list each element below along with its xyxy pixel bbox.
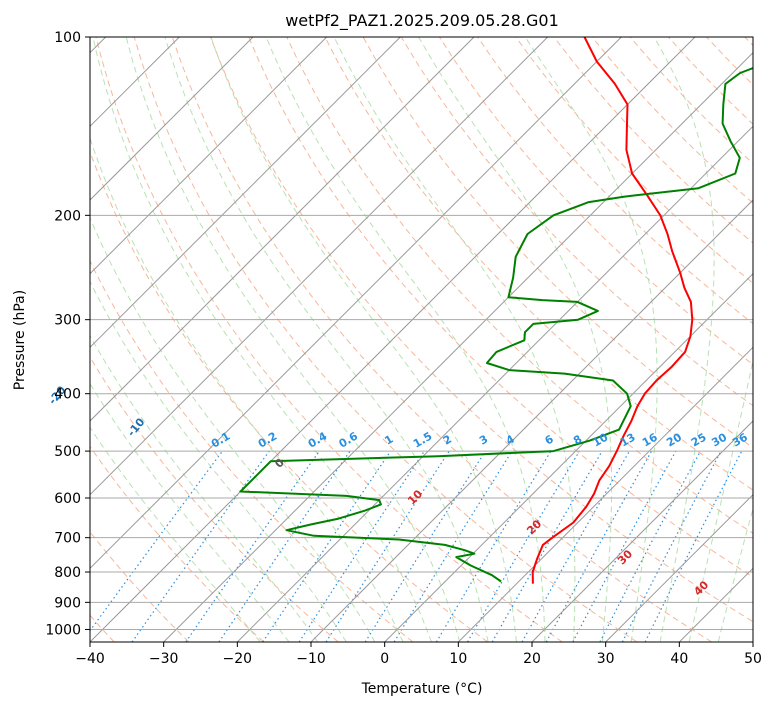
isotherm [90, 37, 475, 422]
moist-adiabat [92, 37, 432, 642]
mixing-ratio-line [185, 450, 320, 642]
moist-adiabat [90, 136, 404, 642]
x-tick-label: 20 [523, 651, 541, 667]
mixing-ratio-line [218, 450, 351, 642]
isotherm [531, 420, 753, 642]
y-tick-label: 600 [54, 491, 81, 507]
moist-adiabat [265, 37, 546, 642]
moist-adiabat [164, 37, 489, 642]
moist-adiabat [717, 506, 753, 642]
moist-adiabat [90, 426, 261, 642]
isotherm [163, 51, 753, 642]
isotherm [90, 37, 254, 201]
moist-adiabat [90, 280, 347, 642]
x-tick-label: 50 [744, 651, 762, 667]
x-tick-label: 30 [597, 651, 615, 667]
plot-frame [89, 36, 754, 643]
dry-adiabat [171, 37, 712, 642]
moist-adiabat [418, 37, 613, 642]
isotherm [605, 493, 753, 642]
temperature-line [531, 37, 694, 584]
y-tick-label: 400 [54, 387, 81, 403]
x-tick-label: −20 [223, 651, 253, 667]
mixing-ratio-line [599, 450, 702, 642]
y-tick-label: 100 [54, 30, 81, 46]
mixing-ratio-line [262, 450, 392, 642]
moist-adiabat [688, 358, 753, 642]
isotherm [384, 272, 753, 642]
dry-adiabat [90, 445, 264, 642]
moist-adiabat [125, 37, 461, 642]
y-tick-label: 300 [54, 313, 81, 329]
moist-adiabat [90, 334, 319, 642]
y-tick-label: 1000 [45, 622, 81, 638]
dewpoint-line [239, 66, 753, 583]
moist-adiabat [90, 382, 290, 642]
mixing-ratio-line [298, 450, 425, 642]
dry-adiabat [90, 259, 414, 642]
dry-adiabat [324, 37, 753, 491]
y-tick-label: 800 [54, 565, 81, 581]
mixing-ratio-line [572, 450, 677, 642]
grid-layer [90, 37, 753, 642]
moist-adiabat [210, 37, 517, 642]
y-tick-label: 700 [54, 531, 81, 547]
chart-title: wetPf2_PAZ1.2025.209.05.28.G01 [285, 11, 559, 31]
profile-layer [239, 37, 753, 584]
dry-adiabat [515, 37, 753, 284]
mixing-ratio-line [364, 450, 486, 642]
moist-adiabat [90, 216, 376, 642]
x-tick-label: −40 [75, 651, 105, 667]
axes-layer: −40 −30 −20 −10 0 10 20 30 40 50 100 200 300 400 500 60… [45, 30, 762, 667]
isotherm [90, 37, 328, 275]
isotherm [752, 641, 753, 642]
moist-adiabat [524, 37, 658, 642]
x-tick-label: −30 [149, 651, 179, 667]
isotherm [457, 346, 753, 642]
mixing-ratio-line [325, 450, 450, 642]
x-tick-label: 40 [670, 651, 688, 667]
x-tick-label: 0 [380, 651, 389, 667]
isotherm [90, 37, 401, 349]
dry-adiabat [95, 37, 563, 642]
y-tick-label: 500 [54, 444, 81, 460]
isotherm [90, 37, 549, 496]
isotherm [90, 37, 622, 570]
x-tick-label: −10 [296, 651, 326, 667]
isotherm [236, 125, 753, 642]
y-tick-label: 900 [54, 595, 81, 611]
mixing-ratio-line [466, 450, 580, 642]
y-tick-label: 200 [54, 208, 81, 224]
x-tick-label: 10 [449, 651, 467, 667]
dry-adiabat [248, 37, 753, 578]
x-axis-label: Temperature (°C) [361, 681, 483, 697]
moist-adiabat [653, 37, 715, 642]
dry-adiabat [210, 37, 753, 623]
isotherm [90, 37, 696, 642]
dry-adiabat [286, 37, 753, 534]
moist-adiabat [333, 37, 576, 642]
y-axis-label: Pressure (hPa) [12, 290, 28, 390]
mixing-ratio-line [435, 450, 552, 642]
